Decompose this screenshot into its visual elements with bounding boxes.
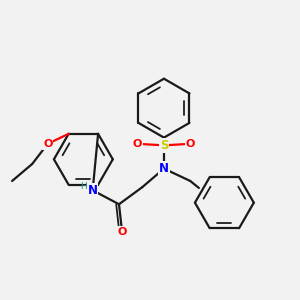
Text: H: H [80,182,87,191]
Text: O: O [133,139,142,149]
Text: O: O [186,139,195,149]
Text: N: N [159,162,169,175]
Text: S: S [160,139,168,152]
Text: O: O [117,227,127,237]
Text: N: N [88,184,98,197]
Text: O: O [43,139,52,149]
